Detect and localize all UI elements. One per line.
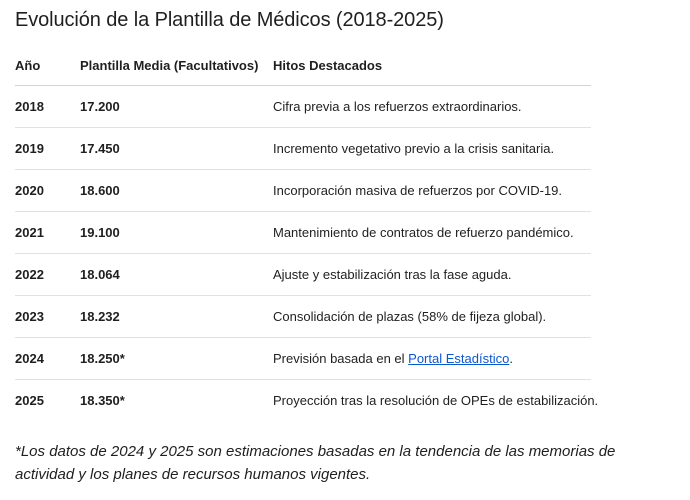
cell-year: 2023: [15, 295, 80, 338]
table-header-row: Año Plantilla Media (Facultativos) Hitos…: [15, 45, 591, 86]
table-row: 2025 18.350* Proyección tras la resoluci…: [15, 380, 599, 422]
cell-year: 2019: [15, 127, 80, 170]
table-row: 2020 18.600 Incorporación masiva de refu…: [15, 169, 591, 212]
cell-year: 2018: [15, 85, 80, 128]
cell-staff: 18.350*: [80, 393, 125, 408]
cell-notes: Proyección tras la resolución de OPEs de…: [273, 393, 599, 408]
cell-staff: 17.450: [80, 127, 273, 170]
cell-year: 2022: [15, 253, 80, 296]
cell-year: 2024: [15, 337, 80, 380]
table-row: 2018 17.200 Cifra previa a los refuerzos…: [15, 85, 591, 128]
cell-year: 2025: [15, 393, 44, 408]
cell-staff: 18.600: [80, 169, 273, 212]
cell-notes: Cifra previa a los refuerzos extraordina…: [273, 85, 591, 128]
table-row: 2021 19.100 Mantenimiento de contratos d…: [15, 211, 591, 254]
cell-year: 2020: [15, 169, 80, 212]
table-row: 2024 18.250* Previsión basada en el Port…: [15, 337, 591, 380]
table-row: 2019 17.450 Incremento vegetativo previo…: [15, 127, 591, 170]
cell-notes: Incorporación masiva de refuerzos por CO…: [273, 169, 591, 212]
column-header-year: Año: [15, 45, 80, 86]
cell-staff: 18.250*: [80, 337, 273, 380]
notes-prefix: Previsión basada en el: [273, 351, 409, 366]
column-header-notes: Hitos Destacados: [273, 45, 591, 86]
column-header-staff: Plantilla Media (Facultativos): [80, 45, 273, 86]
cell-notes: Ajuste y estabilización tras la fase agu…: [273, 253, 591, 296]
cell-notes: Mantenimiento de contratos de refuerzo p…: [273, 211, 591, 254]
page-title: Evolución de la Plantilla de Médicos (20…: [15, 9, 444, 31]
cell-notes: Consolidación de plazas (58% de fijeza g…: [273, 295, 591, 338]
data-table: Año Plantilla Media (Facultativos) Hitos…: [15, 45, 599, 422]
cell-staff: 19.100: [80, 211, 273, 254]
cell-year: 2021: [15, 211, 80, 254]
cell-notes: Incremento vegetativo previo a la crisis…: [273, 127, 591, 170]
table-row: 2023 18.232 Consolidación de plazas (58%…: [15, 295, 591, 338]
cell-staff: 17.200: [80, 85, 273, 128]
footnote: *Los datos de 2024 y 2025 son estimacion…: [15, 443, 616, 483]
cell-staff: 18.064: [80, 253, 273, 296]
notes-suffix: .: [509, 351, 513, 366]
cell-notes: Previsión basada en el Portal Estadístic…: [273, 337, 591, 380]
table-row: 2022 18.064 Ajuste y estabilización tras…: [15, 253, 591, 296]
cell-staff: 18.232: [80, 295, 273, 338]
portal-estadistico-link[interactable]: Portal Estadístico: [408, 351, 510, 366]
